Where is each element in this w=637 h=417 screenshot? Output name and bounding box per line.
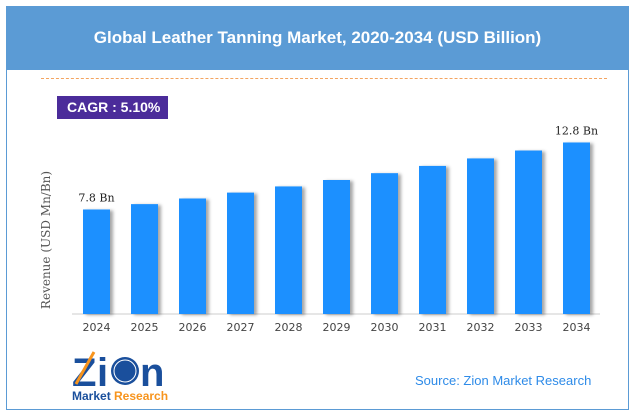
bar-2028 (275, 186, 302, 314)
x-tick-label: 2029 (323, 321, 351, 334)
bar-2026 (179, 198, 206, 314)
svg-text:Z: Z (72, 351, 96, 395)
x-tick-label: 2024 (83, 321, 111, 334)
cagr-badge: CAGR : 5.10% (57, 96, 168, 119)
bar-2030 (371, 173, 398, 314)
y-axis-label: Revenue (USD Mn/Bn) (39, 171, 53, 309)
x-tick-label: 2025 (131, 321, 159, 334)
x-tick-label: 2031 (419, 321, 447, 334)
x-tick-label: 2028 (275, 321, 303, 334)
x-tick-label: 2033 (515, 321, 543, 334)
svg-text:Research: Research (114, 389, 168, 403)
svg-text:Market: Market (72, 389, 111, 403)
bar-2025 (131, 204, 158, 314)
bar-2032 (467, 158, 494, 314)
x-tick-label: 2030 (371, 321, 399, 334)
bar-2024 (83, 209, 110, 314)
source-note: Source: Zion Market Research (415, 373, 592, 388)
x-tick-label: 2027 (227, 321, 255, 334)
bar-2031 (419, 165, 446, 314)
bar-2027 (227, 192, 254, 314)
x-tick-label: 2034 (563, 321, 591, 334)
chart-title: Global Leather Tanning Market, 2020-2034… (6, 6, 629, 70)
bar-2029 (323, 180, 350, 314)
zion-logo: Z i n Market Research (70, 346, 182, 409)
bar-2034 (563, 142, 590, 314)
divider (41, 78, 607, 79)
data-label: 7.8 Bn (78, 191, 114, 204)
x-tick-label: 2026 (179, 321, 207, 334)
x-tick-label: 2032 (467, 321, 495, 334)
svg-text:i: i (97, 351, 108, 395)
svg-text:n: n (140, 351, 164, 395)
data-label: 12.8 Bn (555, 124, 598, 137)
bar-2033 (515, 150, 542, 314)
